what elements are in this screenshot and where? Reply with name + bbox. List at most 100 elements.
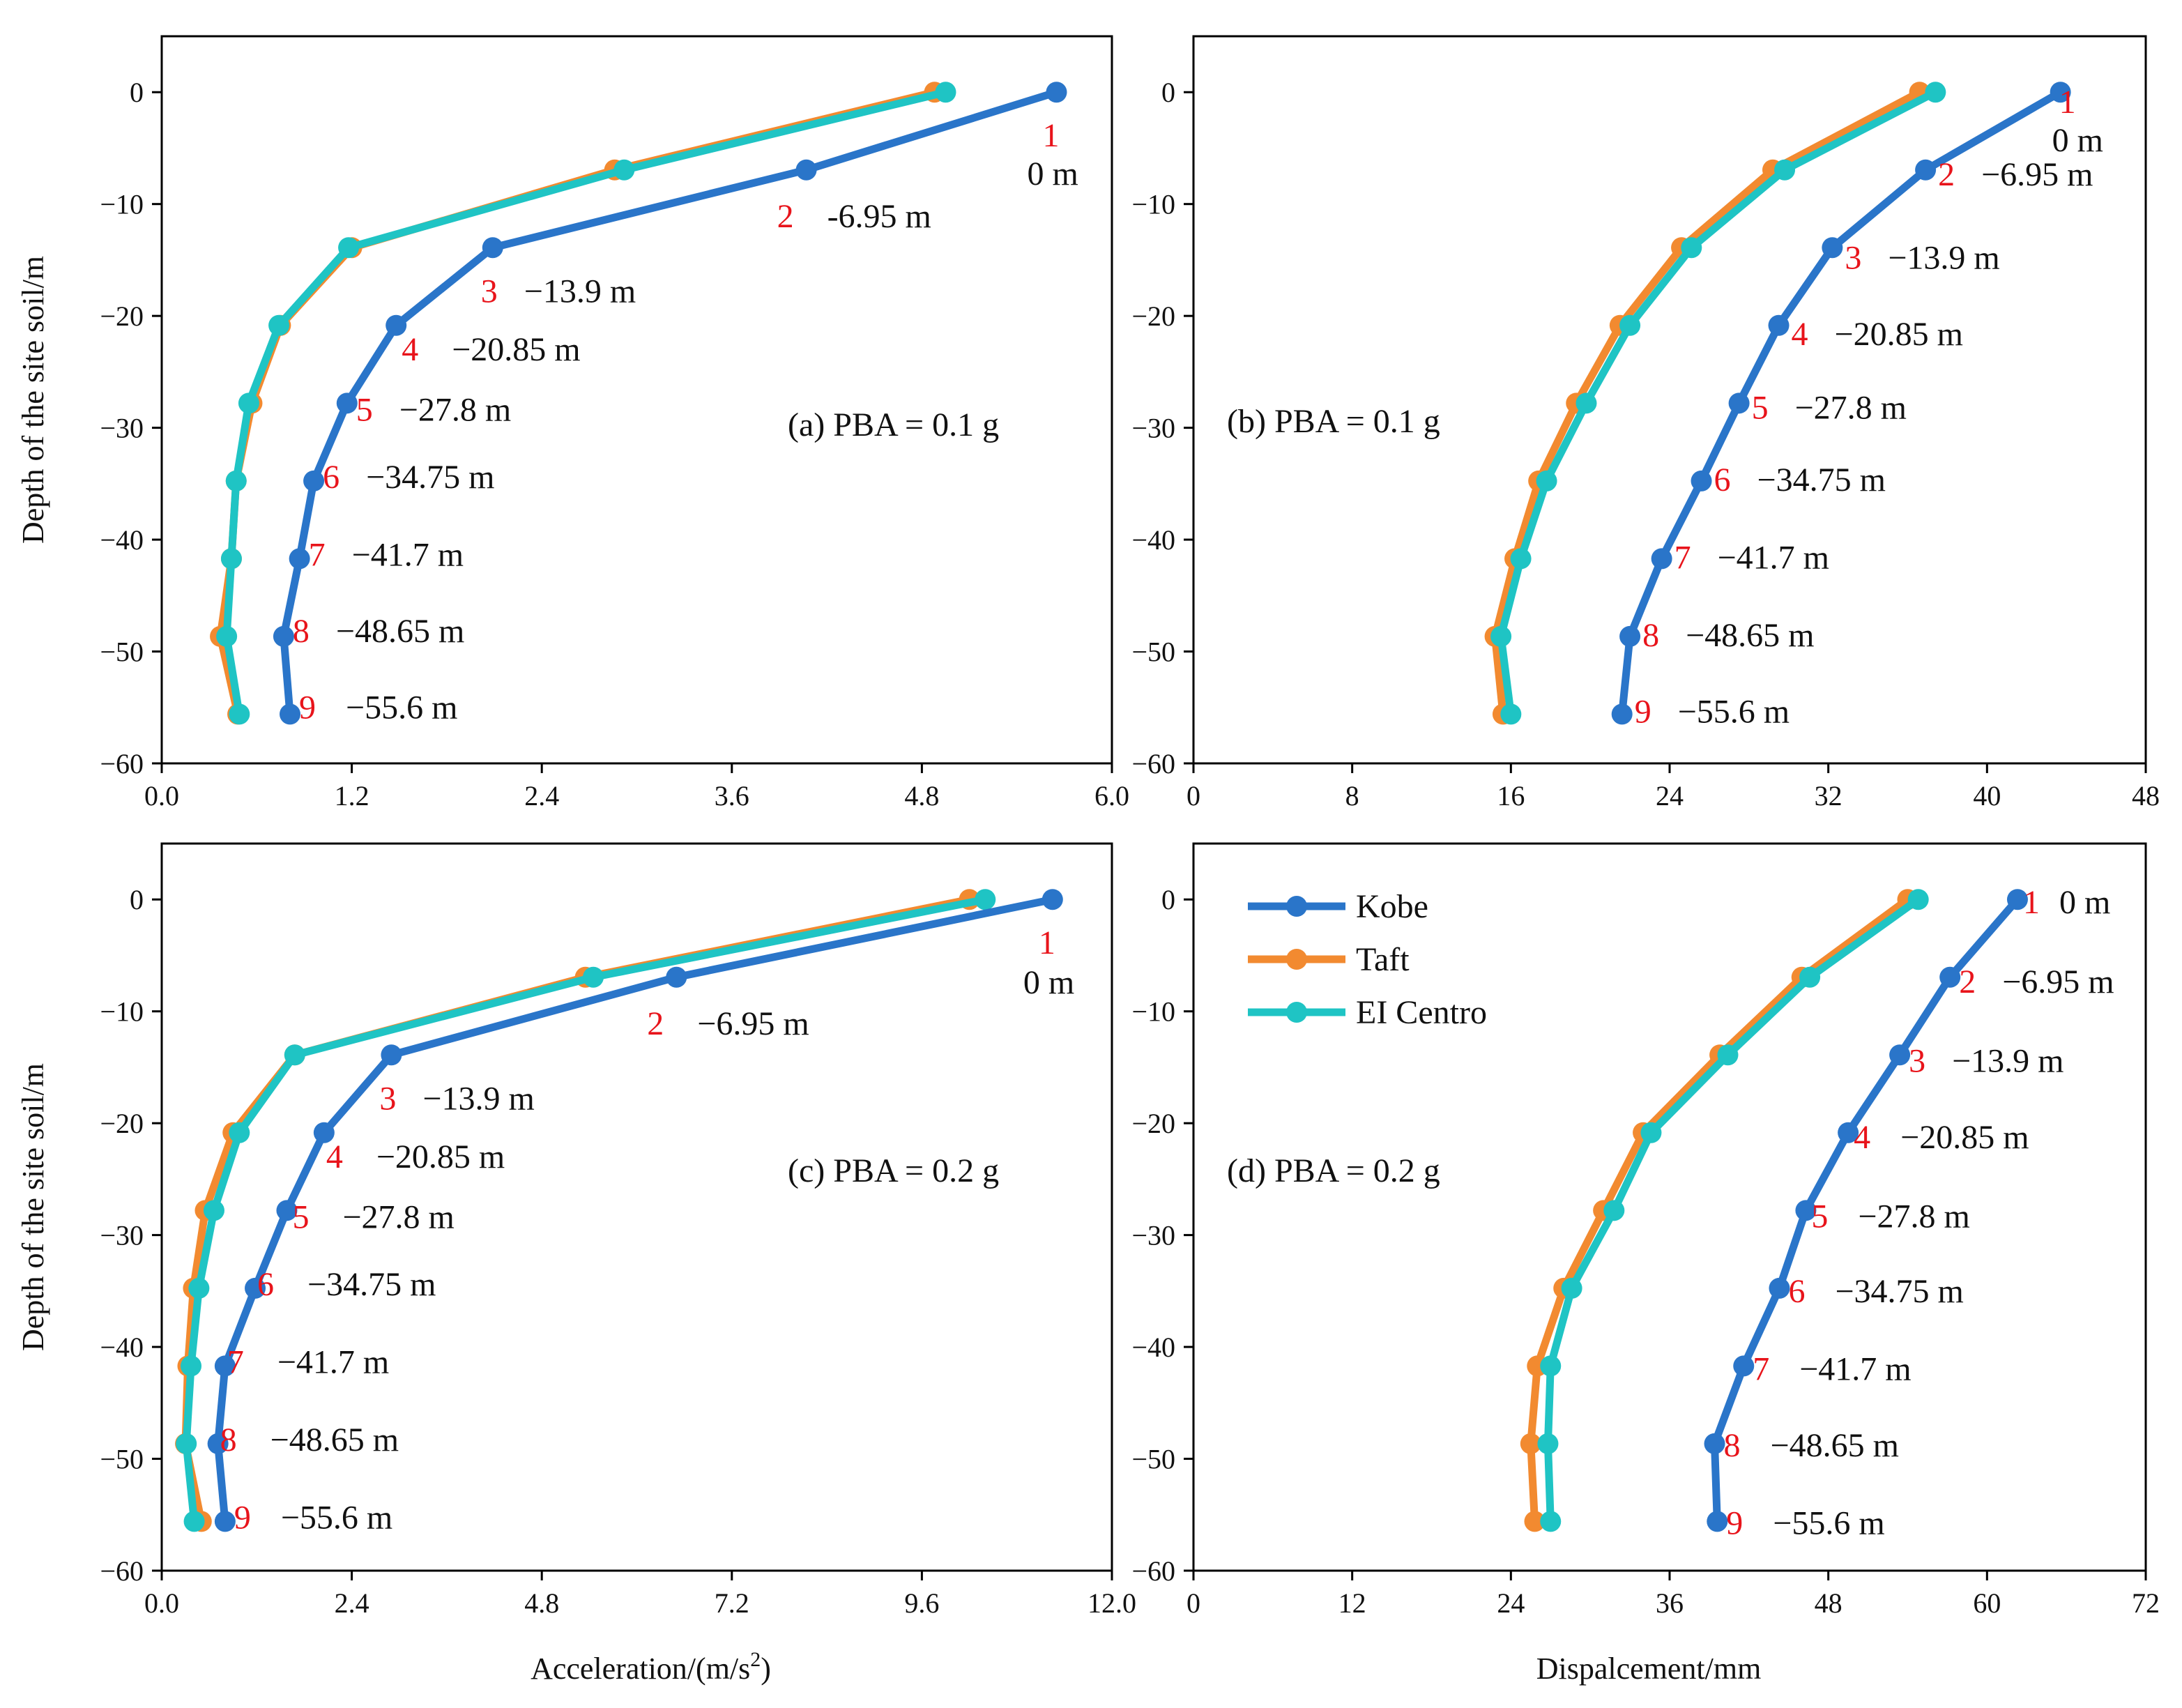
data-point-kobe [1795, 1200, 1817, 1221]
point-number-label: 1 [2059, 84, 2076, 121]
data-point-kobe [386, 314, 407, 336]
plot-frame [1192, 35, 2147, 765]
point-depth-label: −6.95 m [2002, 963, 2114, 1000]
point-number-label: 3 [481, 273, 498, 310]
point-depth-label: −55.6 m [1678, 693, 1790, 730]
point-number-label: 5 [356, 391, 373, 428]
panel-subtitle: (a) PBA = 0.1 g [788, 406, 999, 443]
point-depth-label: −34.75 m [1757, 462, 1886, 498]
data-point-ei-centro [1619, 314, 1641, 336]
y-tick-label: −30 [1131, 1220, 1175, 1251]
point-depth-label: −13.9 m [1952, 1042, 2063, 1079]
point-depth-label: −20.85 m [1900, 1119, 2029, 1156]
point-number-label: 9 [1726, 1504, 1743, 1541]
point-depth-label: −34.75 m [366, 459, 494, 496]
point-number-label: 9 [299, 689, 316, 726]
point-number-label: 4 [326, 1138, 343, 1175]
panel-a: 0.0 1.2 2.4 3.6 4.8 6.0 0 −10 −20 −30 −40 −50 −60 Dep… [16, 35, 1129, 811]
point-depth-label: −27.8 m [342, 1198, 454, 1235]
data-point-kobe [1822, 237, 1843, 259]
point-depth-label: −6.95 m [1981, 156, 2093, 193]
data-point-kobe [2006, 889, 2028, 910]
point-depth-label: 0 m [1023, 964, 1074, 1001]
x-tick-label: 36 [1656, 1587, 1684, 1619]
plot-frame [160, 842, 1113, 1572]
point-number-label: 7 [227, 1343, 244, 1380]
x-tick-label: 2.4 [524, 780, 559, 811]
data-point-ei-centro [1540, 1511, 1562, 1532]
data-point-kobe [289, 548, 310, 570]
data-point-ei-centro [1500, 703, 1522, 725]
data-point-ei-centro [1925, 82, 1946, 103]
point-depth-label: −27.8 m [1858, 1198, 1969, 1235]
data-point-kobe [245, 1277, 266, 1299]
data-point-ei-centro [203, 1200, 224, 1221]
x-tick-label: 12 [1338, 1587, 1366, 1619]
x-tick-label: 48 [2132, 780, 2160, 811]
data-point-ei-centro [1510, 548, 1532, 570]
x-axis-title-sup: 2 [750, 1648, 761, 1671]
point-depth-label: 0 m [1027, 155, 1078, 192]
x-tick-label: 60 [1973, 1587, 2001, 1619]
data-point-ei-centro [1537, 1433, 1559, 1454]
point-number-label: 8 [1724, 1427, 1741, 1464]
data-point-ei-centro [225, 470, 247, 491]
legend-marker [1286, 949, 1307, 970]
y-tick-label: 0 [130, 884, 144, 915]
y-tick-label: 0 [1161, 77, 1175, 108]
data-point-ei-centro [1640, 1122, 1662, 1143]
y-tick-label: 0 [1161, 884, 1175, 915]
point-number-label: 6 [1788, 1273, 1805, 1310]
data-point-kobe [1769, 1277, 1790, 1299]
point-depth-label: -6.95 m [827, 198, 931, 235]
y-tick-label: −50 [1131, 636, 1175, 668]
data-point-ei-centro [1681, 237, 1702, 259]
plot-frame [160, 35, 1113, 765]
data-point-ei-centro [935, 82, 956, 103]
data-point-ei-centro [1561, 1277, 1582, 1299]
point-number-label: 3 [1845, 239, 1861, 276]
point-number-label: 2 [647, 1005, 664, 1042]
point-depth-label: −55.6 m [346, 689, 457, 726]
panel-d: 0 12 24 36 48 60 720−10−20−30−40−50−60Dispalce… [1131, 842, 2160, 1686]
x-tick-label: 8 [1345, 780, 1359, 811]
series-line-ei-centro [222, 88, 949, 718]
point-number-label: 1 [1039, 924, 1055, 961]
panel-subtitle: (b) PBA = 0.1 g [1227, 403, 1440, 440]
x-tick-label: 4.8 [524, 1587, 559, 1619]
x-tick-label: 16 [1497, 780, 1525, 811]
data-point-kobe [482, 237, 503, 259]
y-tick-label: −30 [1131, 413, 1175, 444]
x-tick-label: 24 [1497, 1587, 1525, 1619]
point-depth-label: −41.7 m [1718, 539, 1829, 576]
data-point-kobe [1728, 392, 1750, 414]
data-point-kobe [1838, 1122, 1859, 1143]
data-point-ei-centro [268, 314, 290, 336]
point-number-label: 2 [777, 198, 794, 235]
point-number-label: 5 [1752, 389, 1769, 426]
y-tick-label: −50 [100, 1444, 144, 1475]
x-axis-title: Acceleration/(m/s2) [531, 1648, 771, 1686]
y-tick-label: −60 [1131, 748, 1175, 779]
x-tick-label: 12.0 [1088, 1587, 1136, 1619]
data-point-ei-centro [583, 966, 604, 988]
data-point-kobe [280, 703, 301, 725]
x-tick-label: 4.8 [904, 780, 939, 811]
data-point-kobe [1042, 889, 1063, 910]
y-tick-label: −40 [1131, 524, 1175, 556]
panel-subtitle: (c) PBA = 0.2 g [788, 1152, 999, 1189]
y-tick-label: −40 [100, 1332, 144, 1363]
data-point-kobe [1046, 82, 1067, 103]
point-number-label: 4 [1854, 1119, 1870, 1156]
y-tick-label: −20 [100, 1108, 144, 1139]
legend: Kobe Taft EI Centro [1248, 888, 1487, 1031]
point-number-label: 1 [2023, 884, 2040, 921]
y-tick-label: −30 [100, 413, 144, 444]
point-depth-label: −20.85 m [376, 1138, 505, 1175]
data-point-kobe [2050, 82, 2071, 103]
data-point-kobe [276, 1200, 298, 1221]
y-tick-label: −50 [1131, 1444, 1175, 1475]
data-point-kobe [1889, 1044, 1911, 1066]
y-tick-label: −60 [100, 1555, 144, 1587]
data-point-kobe [1939, 966, 1961, 988]
